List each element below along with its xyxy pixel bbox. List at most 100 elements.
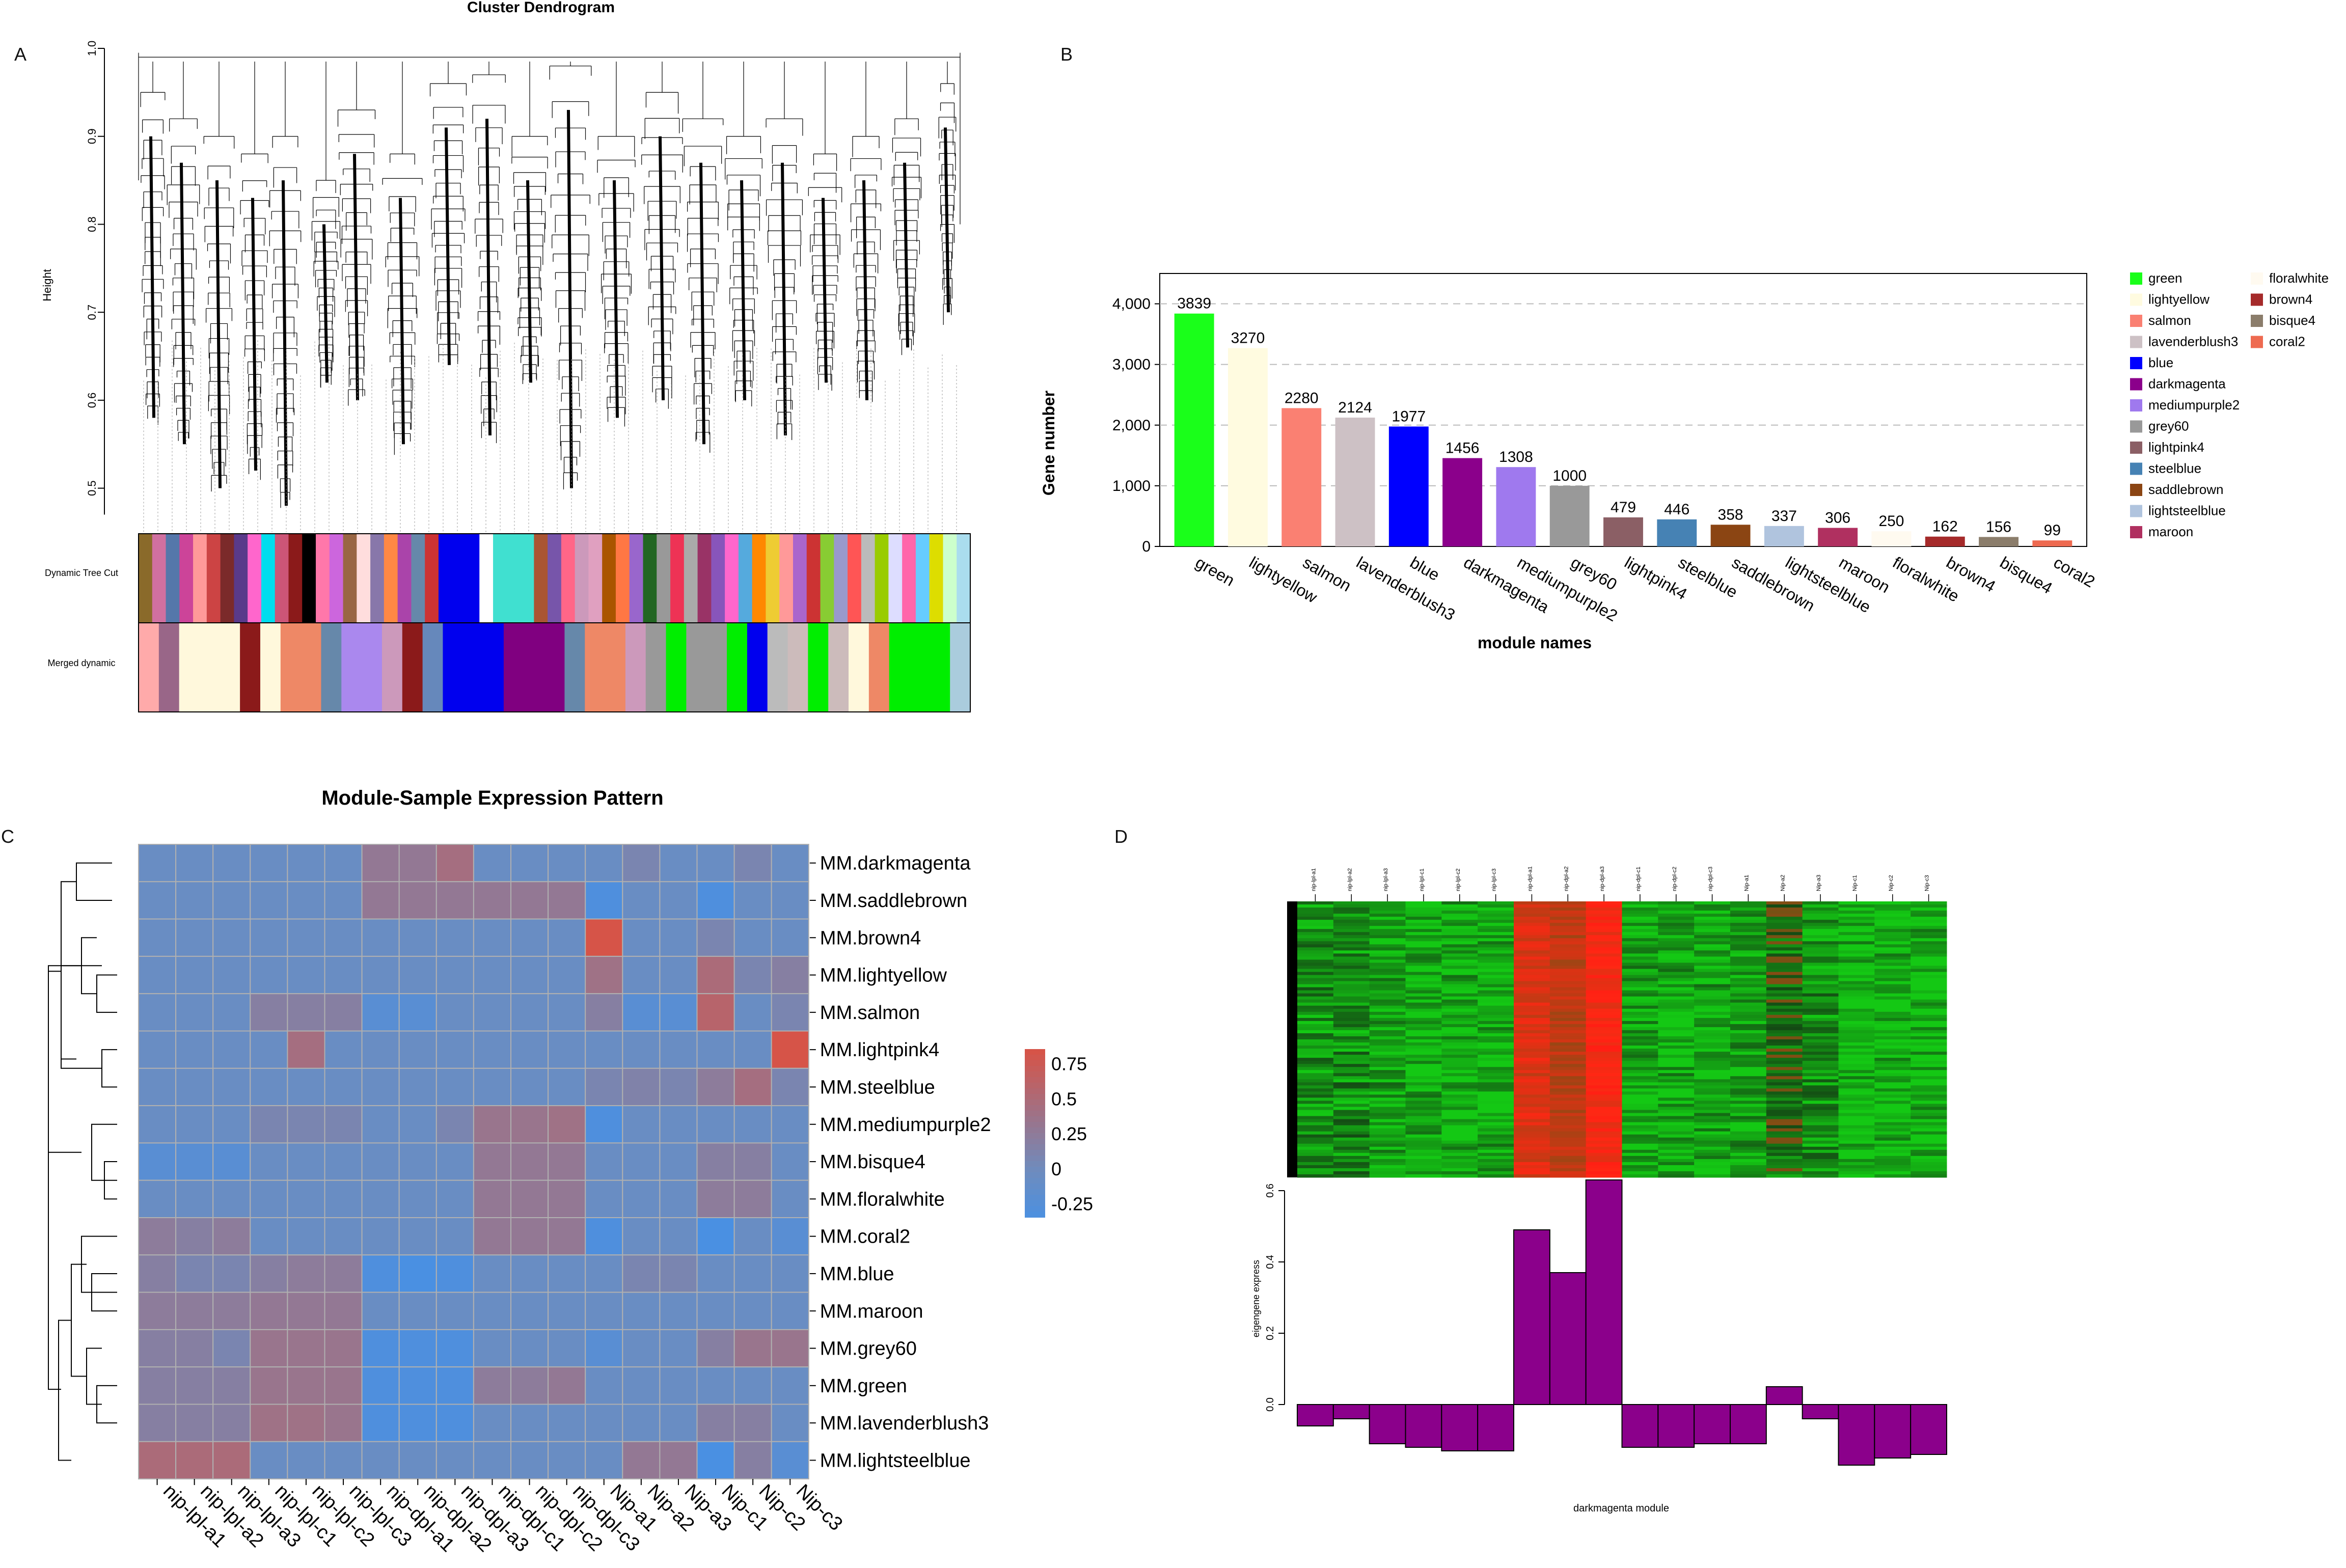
heatmap-cell	[287, 1179, 325, 1219]
heatmap-cell	[771, 1366, 809, 1405]
module-color-segment	[684, 534, 698, 623]
heatmap-row-label: MM.saddlebrown	[820, 890, 967, 912]
heatmap-legend-step	[1025, 1094, 1045, 1100]
heatmap-cell	[510, 955, 549, 995]
heatmap-legend-label: 0.5	[1051, 1088, 1077, 1109]
legend-swatch-green	[2130, 272, 2142, 285]
heatmap-cell	[138, 1404, 177, 1442]
heatmap-legend-label: -0.25	[1051, 1194, 1093, 1215]
heatmap-cell	[473, 1441, 512, 1480]
heatmap-cell	[175, 1142, 214, 1181]
heatmap-cell	[324, 1291, 363, 1330]
eigengene-y-tick-label: 0.4	[1265, 1255, 1276, 1269]
heatmap-cell	[138, 993, 177, 1032]
heatmap-cell	[212, 1142, 251, 1181]
heatmap-cell	[585, 1105, 623, 1144]
heatmap-cell	[212, 1404, 251, 1442]
legend-label: salmon	[2148, 313, 2191, 328]
heatmap-row-label: MM.floralwhite	[820, 1189, 945, 1210]
module-color-segment	[930, 623, 950, 712]
heatmap-cell	[585, 1067, 623, 1107]
heatmap-legend-step	[1025, 1127, 1045, 1134]
heatmap-legend-step	[1025, 1122, 1045, 1128]
heatmap-cell	[175, 1254, 214, 1293]
gene-heatmap-col-label: nip-dpl-a3	[1599, 866, 1605, 891]
heatmap-cell	[696, 1254, 735, 1293]
heatmap-cell	[585, 844, 623, 883]
gene-side-bar	[1287, 901, 1297, 1177]
heatmap-legend-step	[1025, 1116, 1045, 1122]
heatmap-legend-step	[1025, 1088, 1045, 1094]
legend-label: maroon	[2148, 524, 2193, 539]
module-color-segment	[747, 623, 768, 712]
gene-heatmap-col-label: Nip-a3	[1816, 875, 1822, 891]
eigengene-bar	[1621, 1404, 1659, 1448]
module-color-segment	[670, 534, 685, 623]
heatmap-cell	[733, 881, 772, 920]
legend-label: brown4	[2269, 292, 2312, 307]
legend-swatch-lightyellow	[2130, 293, 2142, 306]
heatmap-cell	[212, 1179, 251, 1219]
heatmap-cell	[287, 1217, 325, 1256]
heatmap-cell	[250, 918, 288, 957]
heatmap-cell	[287, 1329, 325, 1368]
module-color-segment	[615, 534, 630, 623]
module-color-segment	[888, 534, 903, 623]
module-color-segment	[808, 623, 829, 712]
heatmap-cell	[138, 1179, 177, 1219]
heatmap-cell	[733, 1067, 772, 1107]
heatmap-cell	[398, 1142, 437, 1181]
eigengene-bar	[1513, 1229, 1550, 1405]
gene-heatmap-col-label: nip-dpl-a1	[1527, 866, 1533, 891]
gene-heatmap-col-label: Nip-c2	[1888, 875, 1894, 891]
dendrogram-y-tick-label: 1.0	[86, 41, 98, 57]
heatmap-cell	[361, 1329, 400, 1368]
heatmap-cell	[361, 1142, 400, 1181]
heatmap-cell	[250, 1404, 288, 1442]
module-color-segment	[411, 534, 425, 623]
bar-lavenderblush3	[1335, 418, 1375, 546]
heatmap-cell	[659, 1291, 698, 1330]
heatmap-cell	[622, 918, 661, 957]
module-color-segment	[909, 623, 930, 712]
heatmap-cell	[510, 1030, 549, 1069]
heatmap-cell	[361, 993, 400, 1032]
heatmap-cell	[324, 1105, 363, 1144]
heatmap-cell	[548, 1254, 586, 1293]
heatmap-cell	[324, 1030, 363, 1069]
legend-swatch-bisque4	[2251, 315, 2263, 327]
heatmap-cell	[435, 1366, 474, 1405]
heatmap-cell	[138, 1067, 177, 1107]
heatmap-legend-label: 0.25	[1051, 1123, 1087, 1144]
heatmap-legend-step	[1025, 1049, 1045, 1055]
heatmap-cell	[212, 1254, 251, 1293]
heatmap-cell	[473, 1291, 512, 1330]
eigengene-xlabel: darkmagenta module	[1573, 1503, 1669, 1514]
heatmap-cell	[435, 1291, 474, 1330]
heatmap-cell	[138, 955, 177, 995]
heatmap-cell	[473, 955, 512, 995]
heatmap-row-label: MM.lightyellow	[820, 965, 947, 986]
heatmap-cell	[659, 844, 698, 883]
legend-label: lavenderblush3	[2148, 334, 2238, 349]
heatmap-row-label: MM.grey60	[820, 1338, 917, 1360]
heatmap-cell	[398, 1254, 437, 1293]
bar-y-tick-label: 2,000	[1112, 417, 1151, 434]
heatmap-cell	[696, 1105, 735, 1144]
heatmap-cell	[771, 1142, 809, 1181]
module-color-segment	[158, 623, 180, 712]
module-color-segment	[727, 623, 748, 712]
heatmap-cell	[548, 1142, 586, 1181]
heatmap-cell	[585, 1179, 623, 1219]
bar-value-label: 162	[1932, 518, 1958, 535]
heatmap-legend-step	[1025, 1212, 1045, 1218]
eigengene-bar	[1874, 1404, 1912, 1459]
module-color-segment	[199, 623, 220, 712]
eigengene-bar	[1657, 1404, 1695, 1448]
heatmap-cell	[324, 993, 363, 1032]
heatmap-cell	[361, 1366, 400, 1405]
heatmap-legend-step	[1025, 1077, 1045, 1083]
bar-mediumpurple2	[1496, 467, 1536, 546]
heatmap-cell	[696, 1366, 735, 1405]
dendrogram-y-tick-label: 0.8	[86, 216, 98, 232]
